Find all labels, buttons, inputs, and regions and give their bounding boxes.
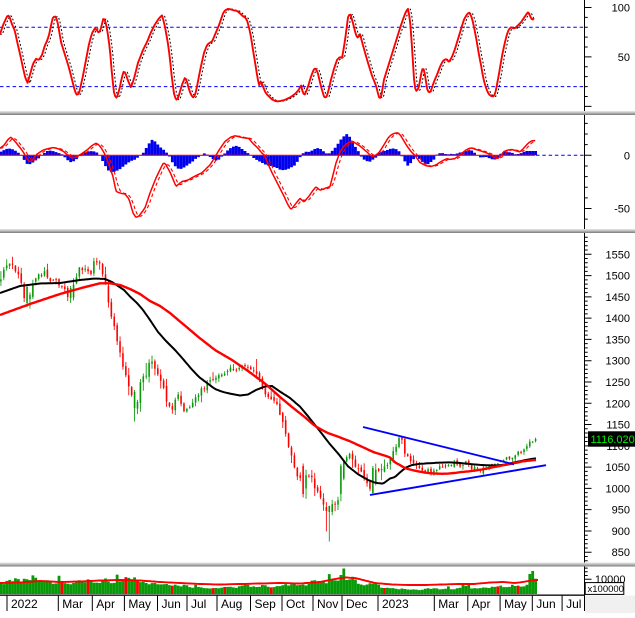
svg-text:Oct: Oct [286, 597, 305, 611]
svg-text:850: 850 [612, 547, 630, 559]
svg-text:1150: 1150 [606, 420, 630, 432]
svg-text:Dec: Dec [346, 597, 367, 611]
svg-text:1000: 1000 [606, 483, 630, 495]
svg-text:Mar: Mar [62, 597, 83, 611]
svg-text:1550: 1550 [606, 249, 630, 261]
svg-text:900: 900 [612, 526, 630, 538]
svg-text:May: May [504, 597, 527, 611]
svg-text:2023: 2023 [382, 597, 409, 611]
svg-text:Nov: Nov [317, 597, 338, 611]
svg-text:Mar: Mar [438, 597, 459, 611]
svg-text:1250: 1250 [606, 377, 630, 389]
svg-text:1300: 1300 [606, 356, 630, 368]
svg-text:0: 0 [624, 150, 630, 162]
svg-text:Aug: Aug [221, 597, 242, 611]
svg-text:1400: 1400 [606, 313, 630, 325]
svg-text:1350: 1350 [606, 334, 630, 346]
svg-text:x100000: x100000 [588, 584, 624, 595]
svg-text:Apr: Apr [96, 597, 115, 611]
svg-text:-50: -50 [614, 204, 630, 216]
svg-text:1200: 1200 [606, 398, 630, 410]
svg-text:50: 50 [618, 52, 630, 64]
svg-text:May: May [128, 597, 151, 611]
svg-text:Jun: Jun [536, 597, 555, 611]
svg-text:100: 100 [612, 2, 630, 14]
svg-text:Jul: Jul [191, 597, 206, 611]
svg-text:Sep: Sep [255, 597, 277, 611]
svg-text:1450: 1450 [606, 292, 630, 304]
svg-text:1116.020: 1116.020 [591, 434, 635, 446]
svg-text:2022: 2022 [11, 597, 38, 611]
svg-text:Jun: Jun [162, 597, 181, 611]
svg-text:Jul: Jul [566, 597, 581, 611]
svg-text:950: 950 [612, 505, 630, 517]
svg-text:1050: 1050 [606, 462, 630, 474]
svg-text:Apr: Apr [472, 597, 491, 611]
svg-text:1500: 1500 [606, 271, 630, 283]
